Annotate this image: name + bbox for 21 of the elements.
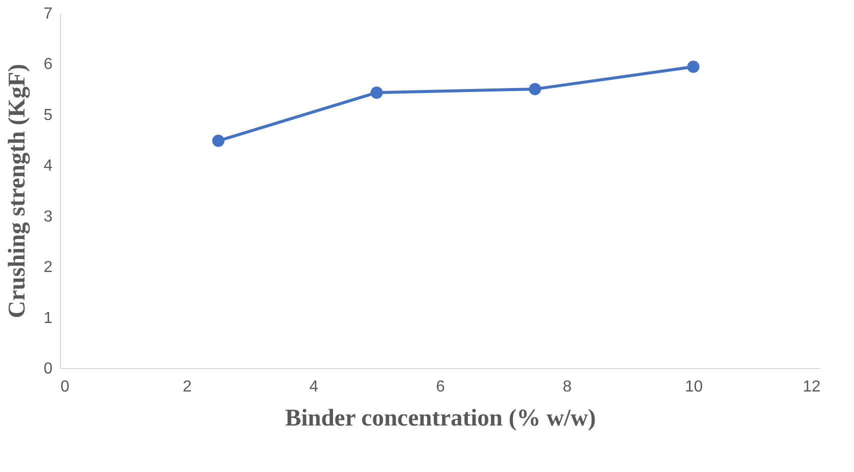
x-tick-label: 0 <box>60 378 70 396</box>
point <box>212 134 224 147</box>
y-tick-label: 0 <box>44 360 53 378</box>
x-axis-title: Binder concentration (% w/w) <box>285 406 596 432</box>
point <box>370 86 383 99</box>
x-tick-label: 2 <box>182 378 192 396</box>
y-tick-label: 3 <box>44 208 53 226</box>
y-tick-label: 6 <box>44 56 53 74</box>
y-tick-label: 5 <box>44 106 53 124</box>
y-tick-label: 2 <box>44 259 53 276</box>
x-tick-label: 6 <box>436 378 446 396</box>
point <box>687 60 700 73</box>
y-tick-label: 4 <box>44 158 53 175</box>
x-tick-label: 8 <box>562 378 572 396</box>
y-tick-label: 1 <box>44 310 53 327</box>
x-tick-label: 10 <box>684 378 703 396</box>
point <box>528 82 542 96</box>
y-axis-title: Crushing strength (KgF) <box>4 64 31 318</box>
x-tick-label: 12 <box>802 378 821 396</box>
x-tick-label: 4 <box>309 378 318 396</box>
y-tick-label: 7 <box>44 6 53 22</box>
